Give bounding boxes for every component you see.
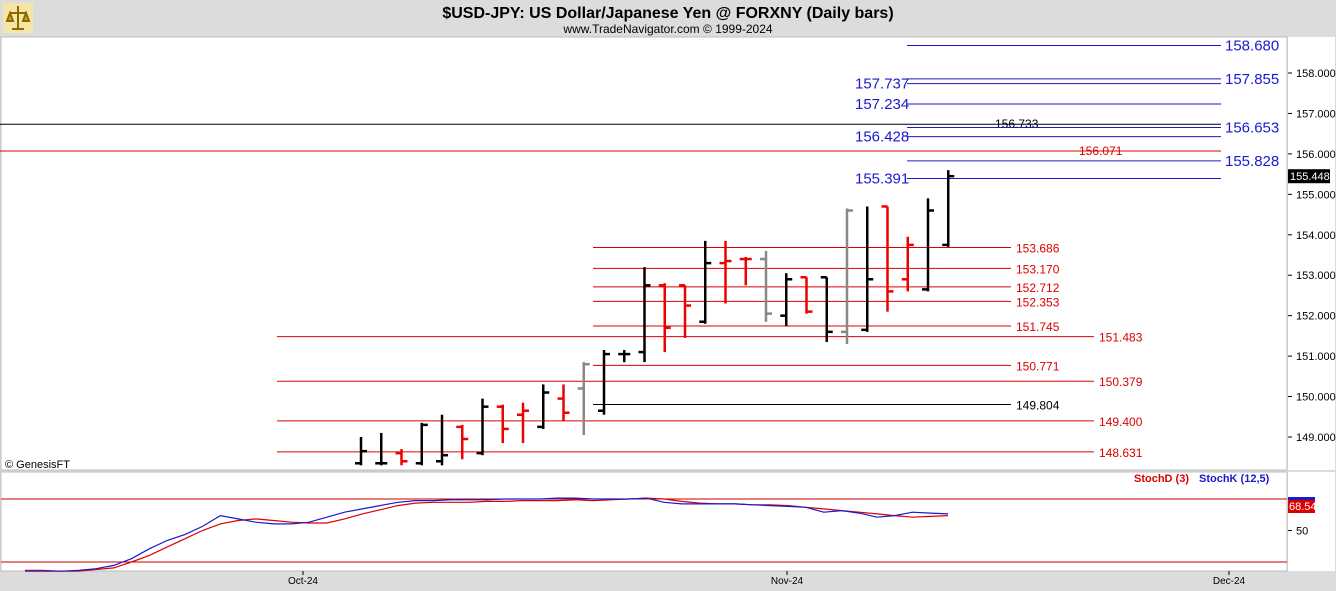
stoch-axis-panel — [1288, 472, 1335, 571]
last-price-label: 155.448 — [1290, 171, 1330, 183]
price-tick-label: 156.000 — [1296, 149, 1336, 161]
level-label: 155.391 — [855, 171, 909, 188]
price-tick-label: 157.000 — [1296, 108, 1336, 120]
price-tick-label: 154.000 — [1296, 230, 1336, 242]
stoch-tick-label: 50 — [1296, 526, 1308, 538]
level-label: 151.483 — [1099, 331, 1143, 345]
time-tick-label: Oct-24 — [288, 576, 318, 587]
level-label: 152.353 — [1016, 295, 1060, 309]
stoch-value-label: 68.54 — [1289, 501, 1317, 513]
time-axis: Oct-24 Nov-24 Dec-24 — [288, 571, 1246, 587]
level-label: 156.071 — [1079, 144, 1123, 158]
stoch-lines: StochD (3) StochK (12,5) — [1, 473, 1287, 572]
price-tick-label: 153.000 — [1296, 270, 1336, 282]
price-tick-label: 149.000 — [1296, 432, 1336, 444]
level-label: 158.680 — [1225, 37, 1279, 54]
level-label: 153.170 — [1016, 262, 1060, 276]
chart-subtitle: www.TradeNavigator.com © 1999-2024 — [562, 22, 772, 36]
level-label: 156.653 — [1225, 119, 1279, 136]
time-tick-label: Nov-24 — [771, 576, 804, 587]
level-label: 155.828 — [1225, 153, 1279, 170]
level-label: 156.428 — [855, 129, 909, 146]
price-axis-panel — [1288, 37, 1335, 470]
stoch-d-legend: StochD (3) — [1134, 473, 1189, 485]
price-tick-label: 151.000 — [1296, 351, 1336, 363]
price-panel — [0, 36, 1288, 471]
price-tick-label: 150.000 — [1296, 392, 1336, 404]
chart-title: $USD-JPY: US Dollar/Japanese Yen @ FORXN… — [442, 5, 893, 22]
level-label: 157.855 — [1225, 71, 1279, 88]
genesis-credit: © GenesisFT — [5, 459, 70, 471]
level-label: 151.745 — [1016, 320, 1060, 334]
price-bars — [355, 170, 955, 466]
last-price-box — [1288, 169, 1330, 184]
level-label: 150.771 — [1016, 359, 1060, 373]
price-tick-label: 158.000 — [1296, 68, 1336, 80]
level-label: 157.737 — [855, 76, 909, 93]
price-axis: 149.000 150.000 151.000 152.000 153.000 154.0… — [1288, 68, 1336, 444]
trade-navigator-logo — [3, 3, 33, 33]
level-label: 149.804 — [1016, 398, 1060, 412]
level-label: 148.631 — [1099, 446, 1143, 460]
level-label: 153.686 — [1016, 241, 1060, 255]
time-tick-label: Dec-24 — [1213, 576, 1246, 587]
stoch-panel — [0, 471, 1288, 572]
stoch-k-legend: StochK (12,5) — [1199, 473, 1270, 485]
stoch-value-box — [1288, 500, 1315, 513]
level-label: 150.379 — [1099, 375, 1143, 389]
stoch-k-line — [25, 497, 949, 572]
stoch-k-marker — [1288, 497, 1315, 501]
level-label: 157.234 — [855, 96, 909, 113]
fib-levels: 158.680 157.855 157.737 157.234 156.733 156.6… — [0, 37, 1279, 460]
level-label: 149.400 — [1099, 415, 1143, 429]
stoch-axis: 50 68.54 — [1288, 497, 1317, 538]
level-label: 156.733 — [995, 117, 1039, 131]
level-label: 152.712 — [1016, 281, 1060, 295]
price-tick-label: 155.000 — [1296, 189, 1336, 201]
price-tick-label: 152.000 — [1296, 311, 1336, 323]
